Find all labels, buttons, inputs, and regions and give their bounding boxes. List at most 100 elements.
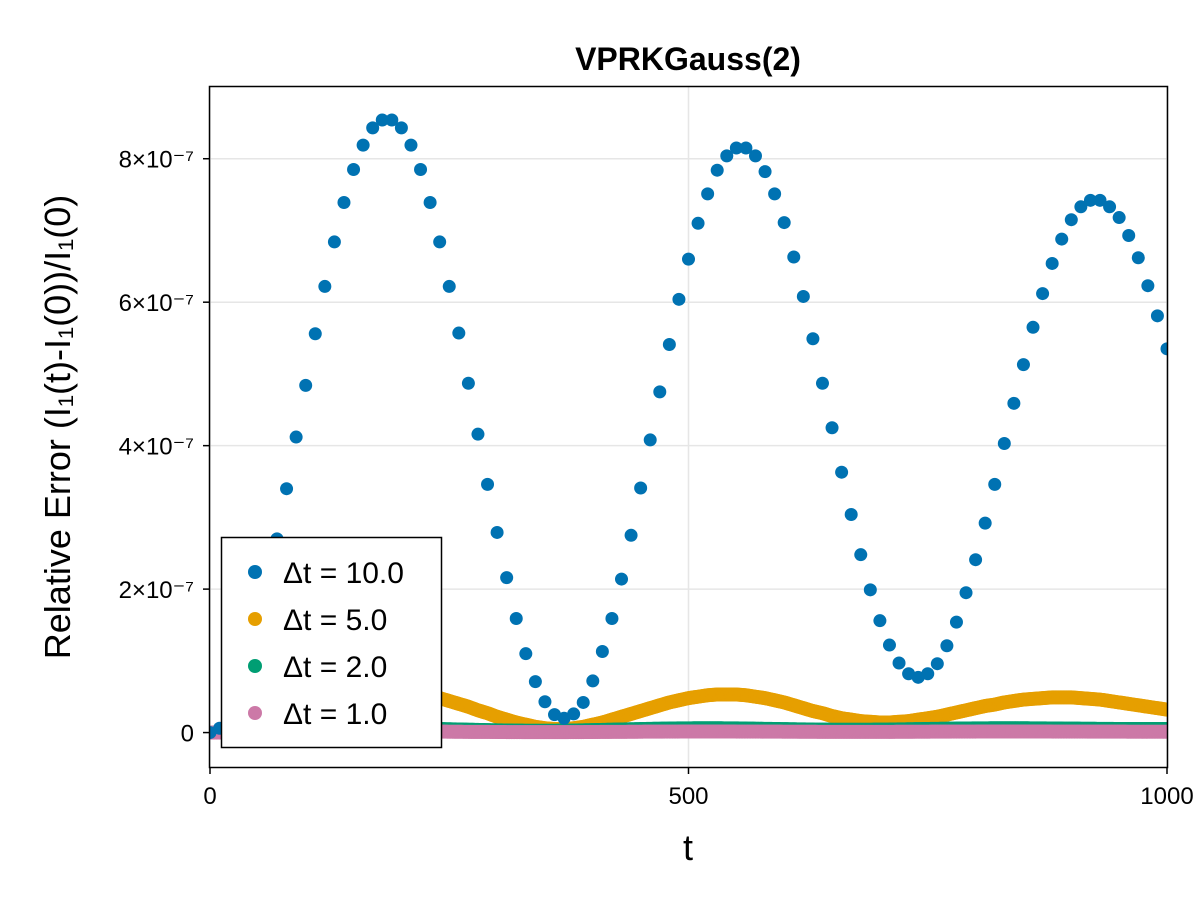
data-point <box>394 121 408 135</box>
data-point <box>375 113 389 127</box>
data-point <box>863 583 877 597</box>
data-point <box>481 477 495 491</box>
data-point <box>873 614 887 628</box>
x-tick-label: 500 <box>668 783 708 810</box>
legend-label: Δt = 1.0 <box>283 698 387 731</box>
data-point <box>308 327 322 341</box>
data-point <box>1045 256 1059 270</box>
data-point <box>366 121 380 135</box>
data-point <box>930 657 944 671</box>
y-tick-label: 8×10⁻⁷ <box>119 147 194 174</box>
data-point <box>528 675 542 689</box>
data-point <box>605 612 619 626</box>
legend-marker <box>248 706 262 720</box>
legend-marker <box>248 612 262 626</box>
data-point <box>739 141 753 155</box>
data-point <box>1007 396 1021 410</box>
data-point <box>701 187 715 201</box>
data-point <box>1141 279 1155 293</box>
data-point <box>691 216 705 230</box>
data-point <box>643 433 657 447</box>
data-point <box>682 252 695 266</box>
data-point <box>490 525 504 539</box>
data-point <box>280 482 294 496</box>
x-tick-label: 0 <box>203 783 216 810</box>
data-point <box>442 279 456 293</box>
data-point <box>729 141 743 155</box>
data-point <box>1160 724 1167 739</box>
data-point <box>538 695 552 709</box>
data-point <box>1064 213 1078 227</box>
data-point <box>758 165 772 179</box>
data-point <box>1016 358 1030 372</box>
data-point <box>825 421 839 435</box>
data-point <box>500 571 514 585</box>
data-point <box>1103 200 1117 214</box>
axis-ticks: 0 500 1000 0 2×10⁻⁷ 4×10⁻⁷ 6×10⁻⁷ 8×10⁻⁷ <box>119 147 1194 810</box>
data-point <box>940 639 954 653</box>
data-point <box>1026 320 1040 334</box>
data-point <box>662 338 676 352</box>
data-point <box>796 289 810 303</box>
legend-marker <box>248 565 262 579</box>
data-point <box>1083 193 1097 207</box>
legend-label: Δt = 10.0 <box>283 557 404 590</box>
data-point <box>347 162 361 176</box>
y-tick-label: 4×10⁻⁷ <box>119 434 194 461</box>
data-point <box>433 235 447 249</box>
data-point <box>720 149 734 163</box>
x-axis-label: t <box>683 827 693 868</box>
data-point <box>777 216 791 230</box>
data-point <box>615 572 629 586</box>
data-point <box>414 162 428 176</box>
y-tick-label: 0 <box>181 721 194 748</box>
data-point <box>576 695 590 709</box>
data-point <box>1160 702 1167 717</box>
y-axis-label: Relative Error (I₁(t)-I₁(0))/I₁(0) <box>37 195 78 659</box>
data-point <box>452 326 466 340</box>
data-point <box>385 113 399 127</box>
data-point <box>1093 193 1107 207</box>
data-point <box>653 385 667 399</box>
data-point <box>519 647 533 661</box>
y-tick-label: 6×10⁻⁷ <box>119 290 194 317</box>
data-point <box>1036 287 1050 301</box>
data-point <box>1122 228 1136 242</box>
data-point <box>815 376 829 390</box>
data-point <box>509 612 523 626</box>
data-point <box>959 586 973 600</box>
data-point <box>634 481 648 495</box>
data-point <box>1160 342 1167 356</box>
data-point <box>854 548 868 562</box>
legend-label: Δt = 2.0 <box>283 651 387 684</box>
data-point <box>327 235 341 249</box>
series-0 <box>210 113 1167 740</box>
data-point <box>921 667 935 681</box>
data-point <box>1150 309 1164 323</box>
data-point <box>289 430 303 444</box>
data-point <box>672 292 686 306</box>
x-tick-label: 1000 <box>1140 783 1193 810</box>
data-point <box>423 195 437 209</box>
data-point <box>586 674 600 688</box>
data-point <box>787 250 801 264</box>
legend-label: Δt = 5.0 <box>283 604 387 637</box>
data-point <box>299 378 313 392</box>
data-point <box>337 195 351 209</box>
data-point <box>318 279 332 293</box>
data-point <box>710 163 724 177</box>
data-point <box>404 138 418 152</box>
data-point <box>1055 232 1069 246</box>
data-point <box>471 427 485 441</box>
data-point <box>1131 251 1145 265</box>
data-point <box>969 553 983 567</box>
data-point <box>988 477 1002 491</box>
data-point <box>768 187 782 201</box>
data-point <box>835 465 849 479</box>
data-point <box>624 528 638 542</box>
data-point <box>1074 200 1088 214</box>
chart-title: VPRKGauss(2) <box>575 41 801 77</box>
data-point <box>949 615 963 629</box>
legend-marker <box>248 659 262 673</box>
